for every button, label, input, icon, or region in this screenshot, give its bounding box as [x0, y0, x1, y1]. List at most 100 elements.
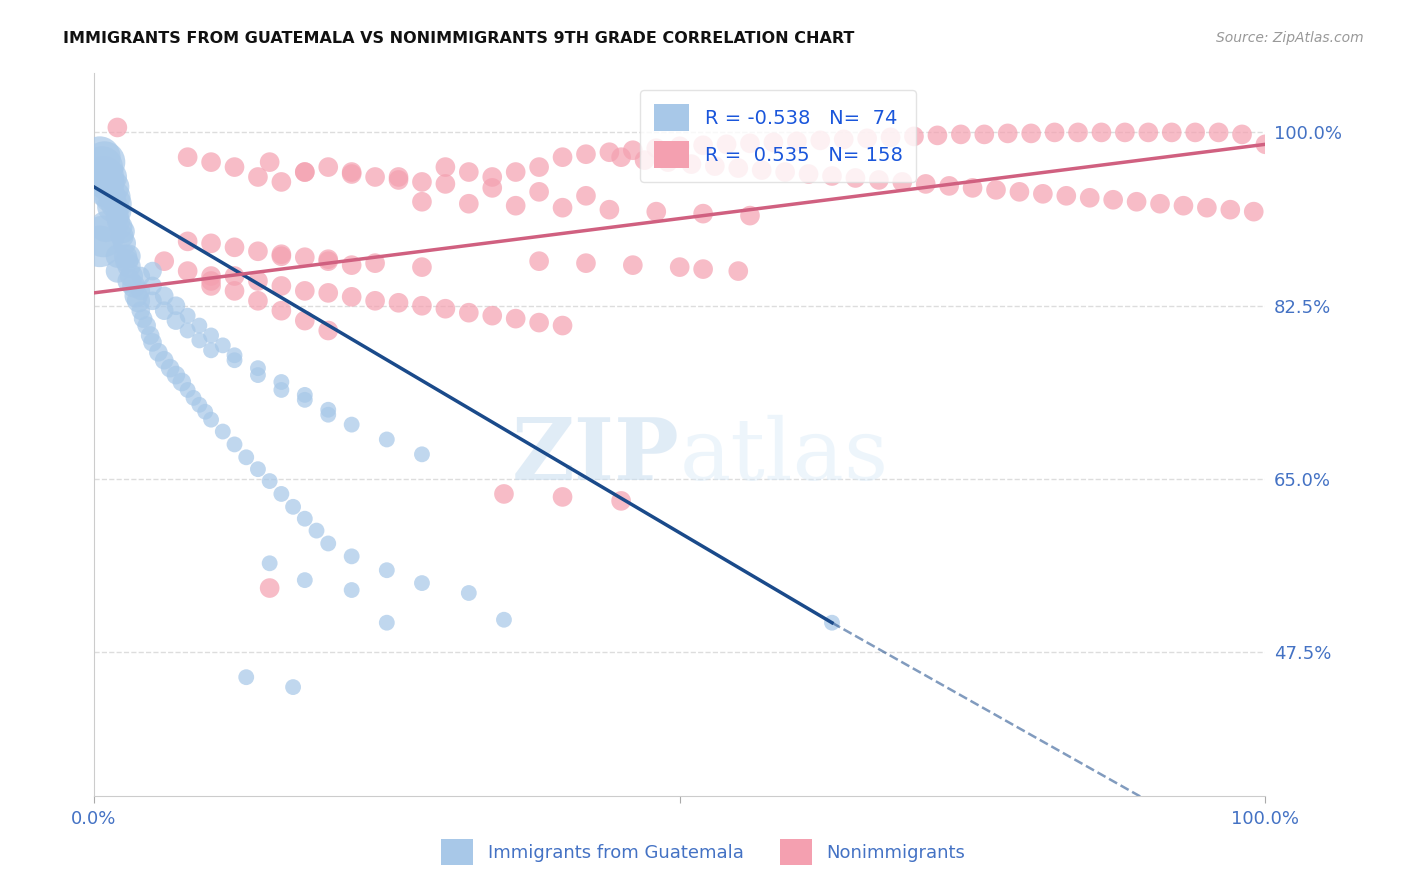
Point [294, 284, 316, 298]
Point [188, 318, 211, 333]
Point [224, 437, 246, 451]
Point [235, 670, 257, 684]
Point [551, 490, 574, 504]
Point [153, 353, 176, 368]
Point [1067, 125, 1090, 139]
Point [668, 260, 690, 274]
Point [294, 512, 316, 526]
Point [527, 316, 550, 330]
Point [165, 299, 187, 313]
Point [316, 160, 339, 174]
Point [492, 613, 515, 627]
Text: Source: ZipAtlas.com: Source: ZipAtlas.com [1216, 31, 1364, 45]
Point [716, 137, 738, 152]
Point [938, 178, 960, 193]
Point [1173, 199, 1195, 213]
Point [159, 361, 181, 376]
Point [844, 171, 866, 186]
Point [364, 256, 387, 270]
Point [111, 229, 134, 244]
Point [1219, 202, 1241, 217]
Point [1149, 196, 1171, 211]
Point [1125, 194, 1147, 209]
Point [105, 210, 128, 224]
Point [773, 165, 796, 179]
Point [1054, 189, 1077, 203]
Point [598, 145, 620, 160]
Point [91, 169, 114, 184]
Point [127, 293, 149, 308]
Point [375, 615, 398, 630]
Point [200, 279, 222, 293]
Point [645, 141, 668, 155]
Point [316, 252, 339, 267]
Point [89, 150, 111, 164]
Point [1090, 125, 1112, 139]
Point [316, 285, 339, 300]
Point [645, 204, 668, 219]
Point [200, 155, 222, 169]
Point [434, 160, 457, 174]
Point [105, 249, 128, 263]
Point [176, 309, 198, 323]
Point [411, 447, 433, 461]
Point [270, 247, 292, 261]
Point [621, 258, 644, 272]
Point [93, 155, 115, 169]
Point [105, 264, 128, 278]
Point [316, 402, 339, 417]
Point [294, 313, 316, 327]
Point [738, 209, 761, 223]
Point [294, 165, 316, 179]
Point [270, 375, 292, 389]
Point [294, 388, 316, 402]
Point [98, 190, 121, 204]
Point [115, 254, 138, 268]
Point [434, 301, 457, 316]
Point [340, 258, 363, 272]
Point [527, 160, 550, 174]
Point [118, 259, 141, 273]
Point [1137, 125, 1160, 139]
Point [411, 175, 433, 189]
Point [211, 425, 233, 439]
Point [108, 204, 131, 219]
Point [211, 338, 233, 352]
Point [575, 147, 598, 161]
Point [176, 264, 198, 278]
Point [457, 306, 479, 320]
Point [949, 128, 972, 142]
Point [165, 313, 187, 327]
Point [997, 127, 1019, 141]
Point [224, 284, 246, 298]
Point [200, 328, 222, 343]
Point [340, 290, 363, 304]
Point [891, 175, 914, 189]
Point [457, 196, 479, 211]
Point [692, 262, 714, 277]
Point [340, 417, 363, 432]
Point [122, 279, 145, 293]
Point [551, 150, 574, 164]
Point [112, 236, 135, 251]
Point [387, 295, 409, 310]
Point [246, 462, 269, 476]
Point [551, 318, 574, 333]
Point [505, 165, 527, 179]
Point [259, 155, 281, 169]
Point [411, 299, 433, 313]
Text: ZIP: ZIP [512, 414, 679, 499]
Point [762, 136, 785, 150]
Point [224, 268, 246, 283]
Point [527, 185, 550, 199]
Point [505, 199, 527, 213]
Point [1243, 204, 1265, 219]
Point [294, 165, 316, 179]
Point [200, 412, 222, 426]
Text: IMMIGRANTS FROM GUATEMALA VS NONIMMIGRANTS 9TH GRADE CORRELATION CHART: IMMIGRANTS FROM GUATEMALA VS NONIMMIGRAN… [63, 31, 855, 46]
Point [176, 235, 198, 249]
Point [107, 214, 129, 228]
Point [1008, 185, 1031, 199]
Point [786, 134, 808, 148]
Point [281, 500, 304, 514]
